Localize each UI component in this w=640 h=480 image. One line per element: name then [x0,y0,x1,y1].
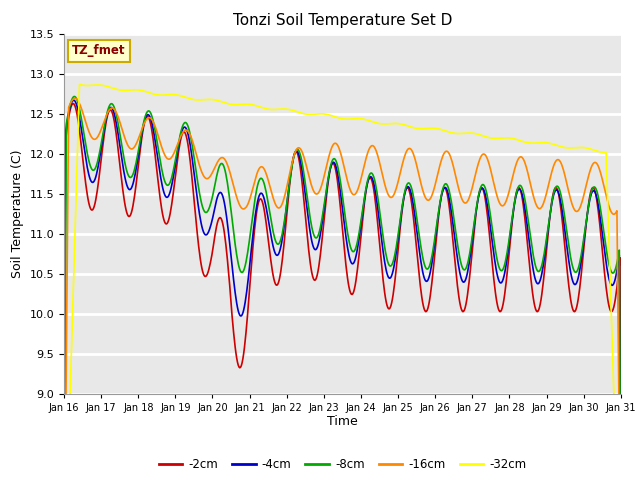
Text: TZ_fmet: TZ_fmet [72,44,126,58]
-32cm [128,87,136,93]
-16cm [71,96,79,101]
-16cm [185,129,193,135]
Legend: -2cm, -4cm, -8cm, -16cm, -32cm: -2cm, -4cm, -8cm, -16cm, -32cm [154,454,531,476]
-16cm [428,194,435,200]
-4cm [71,98,79,104]
-8cm [428,257,435,263]
-8cm [411,202,419,207]
-4cm [428,265,435,271]
Line: -4cm: -4cm [64,100,621,480]
-4cm [185,134,193,140]
-8cm [71,94,79,99]
-2cm [60,468,68,474]
-2cm [128,207,136,213]
-32cm [76,82,83,87]
-2cm [214,217,222,223]
-32cm [411,125,419,131]
Line: -32cm: -32cm [64,84,621,480]
-2cm [428,287,435,292]
-32cm [428,125,435,131]
-2cm [411,228,419,234]
Line: -16cm: -16cm [64,98,621,480]
Y-axis label: Soil Temperature (C): Soil Temperature (C) [11,149,24,278]
-8cm [70,94,78,99]
-4cm [214,192,222,198]
Line: -8cm: -8cm [64,96,621,480]
Title: Tonzi Soil Temperature Set D: Tonzi Soil Temperature Set D [233,13,452,28]
Line: -2cm: -2cm [64,104,621,480]
-4cm [128,183,136,189]
-32cm [185,96,193,101]
-8cm [128,173,136,179]
-2cm [71,103,79,108]
-32cm [70,262,78,267]
-2cm [70,101,77,107]
-8cm [214,167,222,173]
-32cm [214,98,222,104]
-16cm [70,96,78,101]
-16cm [128,146,136,152]
-2cm [185,146,193,152]
-16cm [214,158,222,164]
-8cm [185,125,193,131]
-4cm [70,97,78,103]
-16cm [411,156,419,161]
X-axis label: Time: Time [327,415,358,429]
-4cm [411,212,419,218]
